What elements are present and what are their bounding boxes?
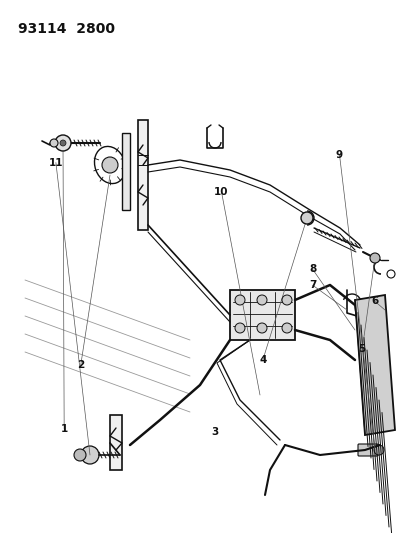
Polygon shape — [138, 120, 147, 230]
Text: 5: 5 — [358, 344, 365, 354]
Circle shape — [50, 139, 58, 147]
Text: 4: 4 — [259, 355, 266, 365]
Polygon shape — [110, 415, 122, 470]
Circle shape — [102, 157, 118, 173]
Polygon shape — [354, 295, 394, 435]
Circle shape — [55, 135, 71, 151]
Circle shape — [373, 445, 383, 455]
Circle shape — [300, 212, 312, 224]
Text: 93114  2800: 93114 2800 — [18, 22, 115, 36]
Circle shape — [281, 295, 291, 305]
Text: 3: 3 — [211, 427, 218, 437]
FancyBboxPatch shape — [230, 290, 294, 340]
Text: 11: 11 — [48, 158, 63, 167]
Circle shape — [74, 449, 86, 461]
Circle shape — [369, 253, 379, 263]
Circle shape — [256, 295, 266, 305]
Text: 8: 8 — [308, 264, 316, 274]
Text: 9: 9 — [335, 150, 342, 159]
Circle shape — [281, 323, 291, 333]
Text: 2: 2 — [77, 360, 84, 370]
Circle shape — [235, 323, 244, 333]
Text: 6: 6 — [370, 296, 377, 306]
Circle shape — [235, 295, 244, 305]
Text: 1: 1 — [60, 424, 68, 434]
Polygon shape — [122, 133, 130, 210]
Circle shape — [256, 323, 266, 333]
Circle shape — [81, 446, 99, 464]
Text: 10: 10 — [214, 187, 228, 197]
Text: 7: 7 — [308, 280, 316, 290]
FancyBboxPatch shape — [357, 444, 377, 456]
Circle shape — [60, 140, 66, 146]
